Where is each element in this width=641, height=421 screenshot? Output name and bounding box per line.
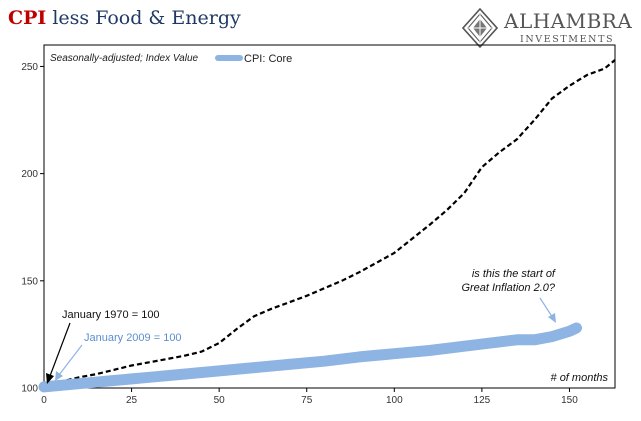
brand-logo: ALHAMBRA INVESTMENTS	[462, 8, 634, 48]
annotation-1970-arrow	[49, 322, 71, 377]
series-line-cpi-core	[38, 322, 582, 393]
logo-subtitle: INVESTMENTS	[520, 34, 615, 45]
x-tick-label: 50	[214, 395, 226, 406]
x-tick-label: 75	[301, 395, 313, 406]
chart-title-rest: less Food & Energy	[52, 7, 241, 29]
x-tick-label: 100	[386, 395, 403, 406]
y-tick-label: 200	[21, 169, 38, 180]
x-axis-label: # of months	[551, 372, 609, 384]
x-tick-label: 25	[126, 395, 138, 406]
x-axis-ticks: 0 25 50 75 100 125 150	[41, 388, 578, 406]
annotation-question-arrowhead	[548, 313, 556, 323]
annotation-1970-arrowhead	[46, 373, 54, 384]
y-axis-ticks: 100 150 200 250	[21, 62, 44, 395]
legend-label-core: CPI: Core	[244, 53, 292, 65]
y-tick-label: 250	[21, 62, 38, 73]
chart-title: CPI less Food & Energy	[8, 7, 241, 29]
x-tick-label: 0	[41, 395, 47, 406]
y-tick-label: 100	[21, 384, 38, 395]
series-line-dashed	[43, 59, 616, 390]
y-tick-label: 150	[21, 276, 38, 287]
plot-frame	[43, 44, 616, 389]
x-tick-label: 150	[561, 395, 578, 406]
annotation-2009-arrowhead	[55, 371, 63, 381]
x-tick-label: 125	[474, 395, 491, 406]
chart-note: Seasonally-adjusted; Index Value	[50, 53, 199, 64]
annotation-question-line1: is this the start of	[472, 268, 556, 280]
legend: CPI: Core	[215, 53, 292, 65]
annotation-2009-arrow	[58, 344, 83, 376]
logo-name: ALHAMBRA	[504, 9, 633, 33]
annotation-1970: January 1970 = 100	[62, 309, 160, 321]
chart-title-accent: CPI	[8, 7, 47, 29]
alhambra-diamond-icon	[462, 8, 498, 48]
annotation-2009: January 2009 = 100	[84, 332, 182, 344]
annotation-question-line2: Great Inflation 2.0?	[461, 282, 555, 294]
annotation-question-arrow	[539, 297, 554, 319]
